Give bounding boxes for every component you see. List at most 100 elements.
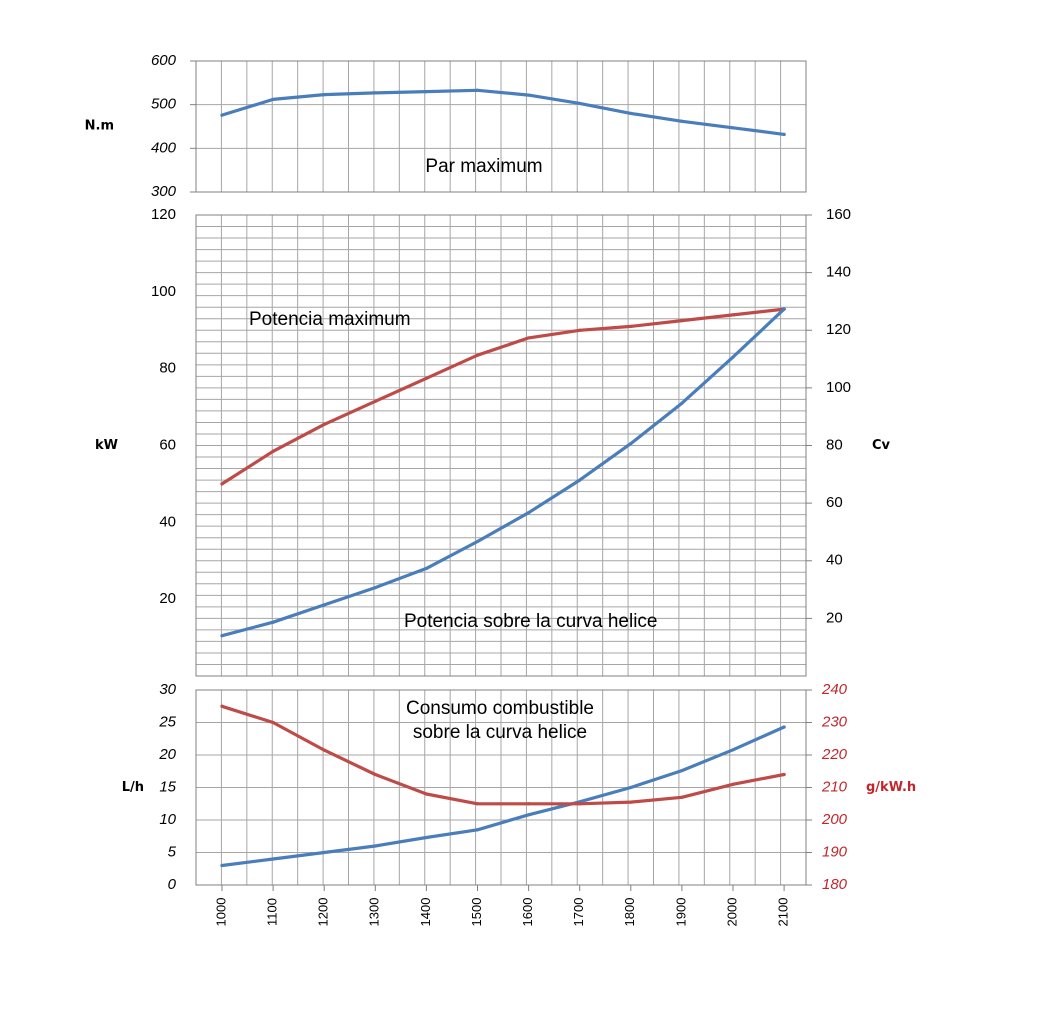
x-tick-label: 1000 <box>213 898 228 927</box>
power-right-unit-label: Cv <box>872 438 891 453</box>
power-max-annotation: Potencia maximum <box>249 309 411 330</box>
power-ytick-label: 60 <box>159 436 176 453</box>
power-ytick-label: 20 <box>159 590 176 607</box>
x-tick-label: 1900 <box>673 898 688 927</box>
power-series-line-0-point <box>578 329 581 332</box>
consumption-series-line-0-point <box>527 813 530 816</box>
power-right-ytick-label: 140 <box>826 264 851 281</box>
power-ytick-label: 100 <box>151 283 176 300</box>
consumption-right-ytick-label: 180 <box>822 876 848 893</box>
power-series-line-0-point <box>374 400 377 403</box>
torque-series-line-point <box>220 114 223 117</box>
consumption-ytick-label: 15 <box>159 778 176 795</box>
power-ytick-label: 80 <box>159 360 176 377</box>
power-series-line-1-point <box>578 478 581 481</box>
x-tick-label: 1500 <box>469 898 484 927</box>
consumption-right-ytick-label: 190 <box>822 843 848 860</box>
power-unit-label: kW <box>95 438 118 453</box>
consumption-annotation-line1: Consumo combustible <box>406 698 594 719</box>
engine-performance-chart: 300400500600N.mPar maximum20406080100120… <box>0 0 1062 1010</box>
consumption-series-line-0-point <box>680 769 683 772</box>
power-series-line-1-point <box>323 603 326 606</box>
x-tick-label: 1800 <box>622 898 637 927</box>
consumption-series-line-0-point <box>374 844 377 847</box>
torque-series-line-point <box>783 133 786 136</box>
consumption-series-line-1-point <box>578 802 581 805</box>
consumption-series-line-0-point <box>783 725 786 728</box>
power-series-line-0-point <box>220 482 223 485</box>
power-series-line-0-point <box>323 423 326 426</box>
consumption-series-line-0-point <box>731 748 734 751</box>
x-tick-label: 1200 <box>316 898 331 927</box>
consumption-ytick-label: 0 <box>168 876 177 893</box>
power-series-line-0-point <box>425 377 428 380</box>
power-series-line-1-point <box>374 586 377 589</box>
torque-series-line-point <box>578 102 581 105</box>
power-series-line-1-point <box>731 356 734 359</box>
consumption-series-line-0 <box>222 727 784 866</box>
consumption-series-line-1-point <box>527 802 530 805</box>
torque-series-line-point <box>527 93 530 96</box>
torque-series-line-point <box>731 126 734 129</box>
torque-annotation: Par maximum <box>425 156 542 177</box>
torque-ytick-label: 500 <box>151 96 177 113</box>
power-series-line-1-point <box>272 621 275 624</box>
consumption-series-line-1-point <box>629 801 632 804</box>
consumption-series-line-1-point <box>680 796 683 799</box>
torque-series-line-point <box>425 90 428 93</box>
power-series-line-1-point <box>476 540 479 543</box>
consumption-right-ytick-label: 210 <box>821 778 848 795</box>
consumption-ytick-label: 25 <box>158 713 176 730</box>
consumption-series-line-1-point <box>783 773 786 776</box>
power-series-line-0-point <box>476 354 479 357</box>
consumption-series-line-1-point <box>731 783 734 786</box>
consumption-series-line-0-point <box>272 857 275 860</box>
consumption-series-line-0-point <box>425 836 428 839</box>
consumption-ytick-label: 20 <box>158 746 176 763</box>
power-right-ytick-label: 120 <box>826 321 851 338</box>
consumption-ytick-label: 5 <box>168 843 177 860</box>
power-series-line-0-point <box>731 313 734 316</box>
torque-series-line-point <box>680 120 683 123</box>
power-series-line-1-point <box>783 308 786 311</box>
x-tick-label: 1700 <box>571 898 586 927</box>
consumption-right-ytick-label: 230 <box>821 713 848 730</box>
x-tick-label: 2000 <box>724 898 739 927</box>
power-series-line-0-point <box>629 325 632 328</box>
power-series-line-1-point <box>425 567 428 570</box>
torque-series-line-point <box>629 112 632 115</box>
consumption-right-ytick-label: 200 <box>821 811 848 828</box>
torque-unit-label: N.m <box>85 119 114 134</box>
torque-series-line-point <box>272 98 275 101</box>
power-series-line-0-point <box>272 450 275 453</box>
torque-ytick-label: 300 <box>151 183 177 200</box>
torque-series-line-point <box>476 89 479 92</box>
torque-series-line-point <box>323 93 326 96</box>
power-right-ytick-label: 40 <box>826 552 843 569</box>
torque-ytick-label: 400 <box>151 139 177 156</box>
power-series-line-0-point <box>527 336 530 339</box>
consumption-series-line-1-point <box>425 792 428 795</box>
power-series-line-1-point <box>220 634 223 637</box>
power-series-line-0-point <box>680 319 683 322</box>
grid-layer <box>196 61 806 885</box>
power-ytick-label: 40 <box>159 513 176 530</box>
consumption-series-line-1-point <box>374 773 377 776</box>
torque-series-line-point <box>374 91 377 94</box>
series-layer <box>220 89 785 867</box>
power-series-line-1-point <box>629 442 632 445</box>
consumption-series-line-1-point <box>323 749 326 752</box>
consumption-annotation-line2: sobre la curva helice <box>413 722 587 743</box>
x-tick-label: 1400 <box>418 898 433 927</box>
x-tick-label: 1300 <box>367 898 382 927</box>
power-series-line-0 <box>222 309 784 484</box>
consumption-series-line-0-point <box>323 851 326 854</box>
power-right-ytick-label: 100 <box>826 379 851 396</box>
power-series-line-1-point <box>527 511 530 514</box>
consumption-series-line-1-point <box>476 802 479 805</box>
x-tick-label: 1600 <box>520 898 535 927</box>
consumption-series-line-0-point <box>476 828 479 831</box>
power-right-ytick-label: 60 <box>826 494 843 511</box>
power-helice-annotation: Potencia sobre la curva helice <box>404 611 657 632</box>
